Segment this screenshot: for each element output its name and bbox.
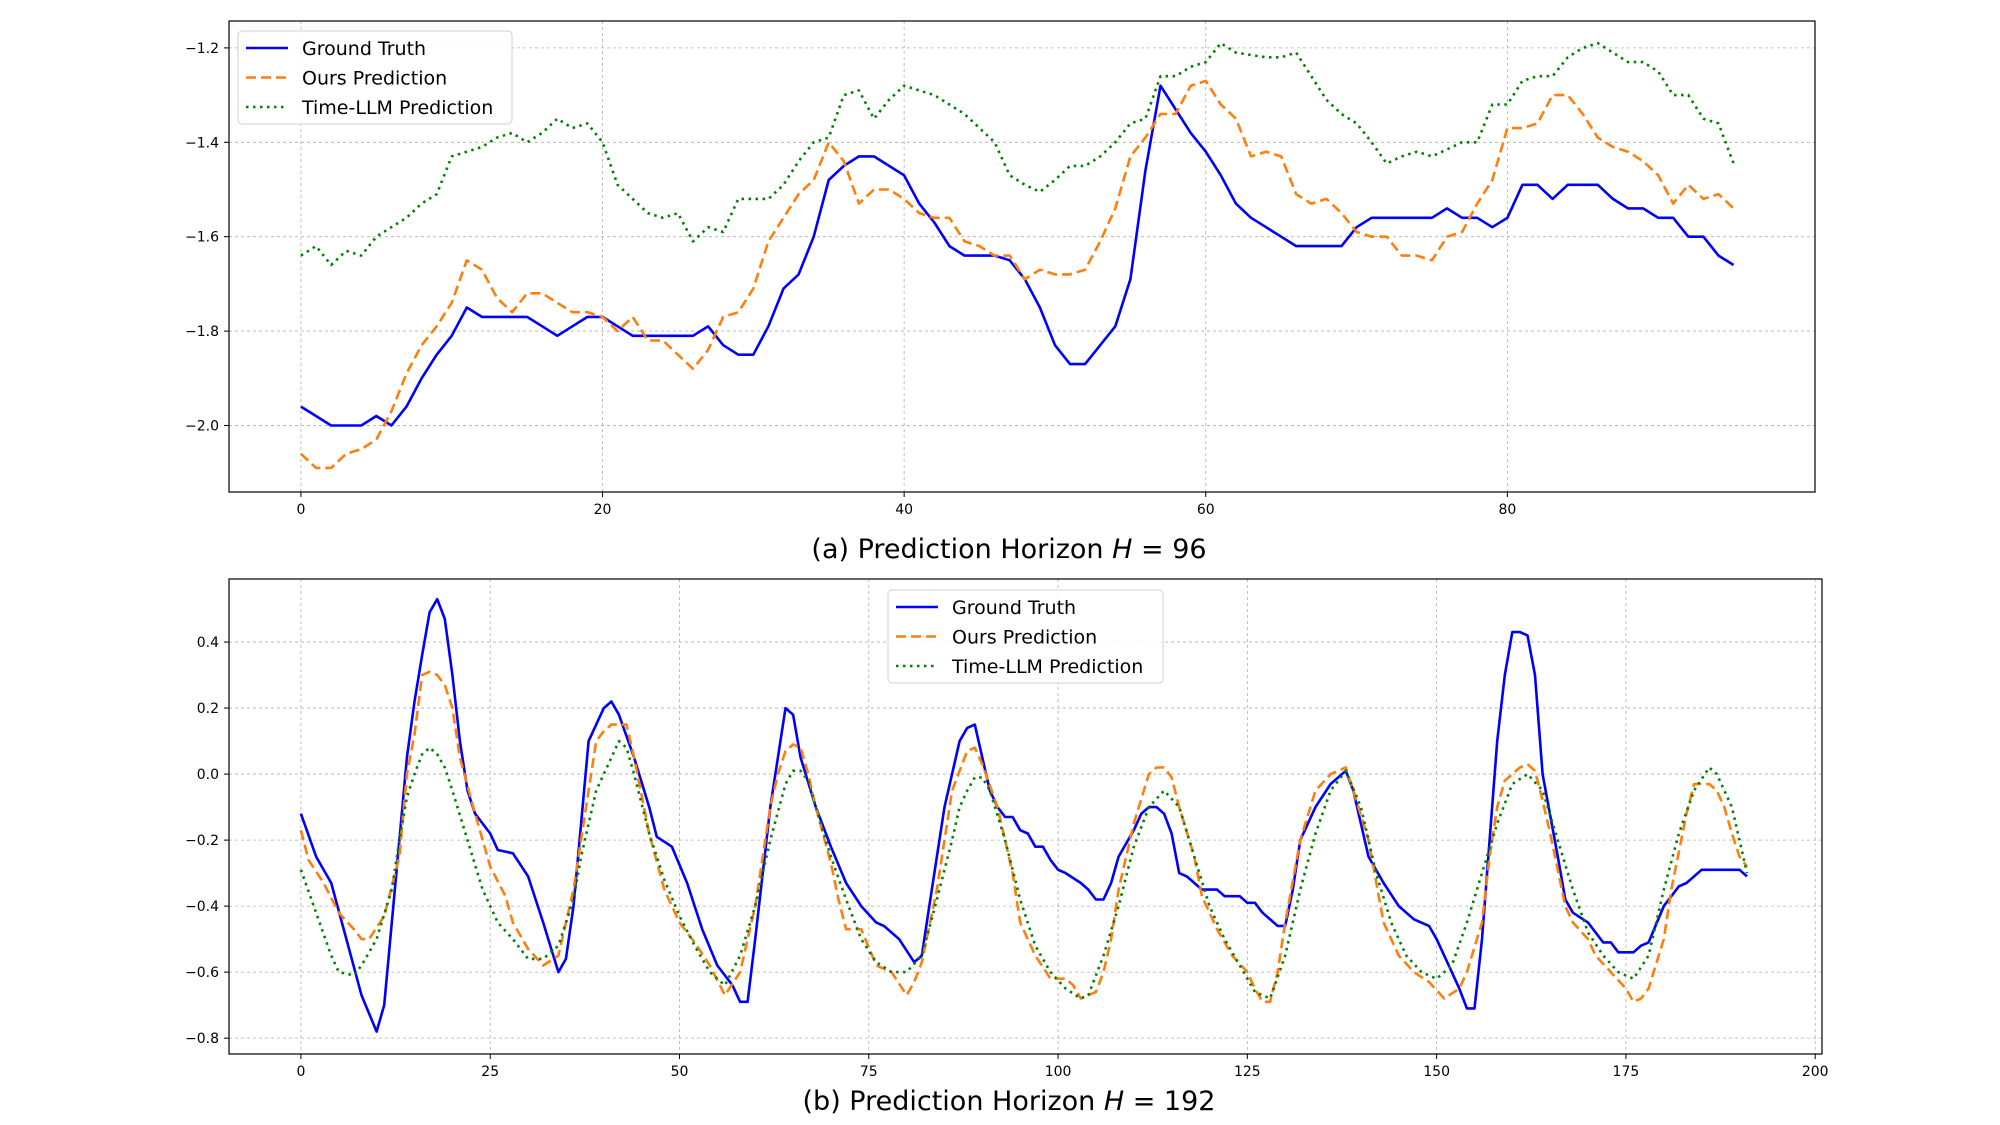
series-line-time-llm-prediction	[300, 41, 1735, 267]
y-tick-label: 0.4	[197, 635, 219, 651]
series-line-ours-prediction	[300, 79, 1735, 470]
x-tick-label: 150	[1423, 1064, 1450, 1080]
x-tick-label: 100	[1045, 1064, 1072, 1080]
axes-frame	[228, 20, 1816, 493]
legend: Ground Truth Ours Prediction Time-LLM Pred…	[887, 589, 1164, 684]
axes-frame	[228, 578, 1823, 1055]
x-tick-label: 50	[671, 1064, 689, 1080]
series-line-ground-truth	[299, 597, 1748, 1033]
x-tick-label: 20	[594, 502, 612, 518]
x-tick-label: 75	[860, 1064, 878, 1080]
y-tick-label: −1.2	[185, 41, 219, 57]
panel-b-horizon-192: (b) Prediction Horizon H = 192 0 25 50 75 10…	[185, 578, 1829, 1117]
x-tick-label: 175	[1613, 1064, 1640, 1080]
y-tick-label: 0.0	[197, 767, 219, 783]
legend-label: Ground Truth	[952, 597, 1076, 619]
legend-label: Time-LLM Prediction	[301, 97, 493, 119]
y-tick-label: −0.2	[185, 833, 219, 849]
series-line-time-llm-prediction	[299, 739, 1749, 1000]
x-tick-label: 25	[481, 1064, 499, 1080]
legend-label: Ours Prediction	[952, 627, 1097, 649]
x-tick-label: 125	[1234, 1064, 1261, 1080]
legend-label: Ground Truth	[302, 38, 426, 60]
caption-b: (b) Prediction Horizon H = 192	[803, 1086, 1216, 1117]
x-tick-label: 0	[296, 1064, 305, 1080]
legend-box	[237, 30, 513, 125]
x-tick-label: 200	[1802, 1064, 1829, 1080]
y-tick-label: −2.0	[185, 418, 219, 434]
y-tick-label: −0.8	[185, 1031, 219, 1047]
series-line-ours-prediction	[299, 670, 1749, 1004]
legend: Ground Truth Ours Prediction Time-LLM Pred…	[237, 30, 513, 125]
y-tick-label: −1.8	[185, 324, 219, 340]
y-tick-label: −0.6	[185, 965, 219, 981]
x-tick-label: 60	[1197, 502, 1215, 518]
x-tick-label: 40	[895, 502, 913, 518]
y-tick-label: −1.4	[185, 135, 219, 151]
legend-label: Ours Prediction	[302, 68, 447, 90]
y-tick-label: −0.4	[185, 899, 219, 915]
legend-box	[887, 589, 1164, 684]
caption-a: (a) Prediction Horizon H = 96	[811, 534, 1206, 565]
x-tick-label: 0	[296, 502, 305, 518]
y-tick-label: 0.2	[197, 701, 219, 717]
y-tick-label: −1.6	[185, 230, 219, 246]
x-tick-label: 80	[1498, 502, 1516, 518]
panel-a-horizon-96: (a) Prediction Horizon H = 96 0 20 40 60 80 −…	[185, 20, 1816, 565]
legend-label: Time-LLM Prediction	[951, 656, 1143, 678]
